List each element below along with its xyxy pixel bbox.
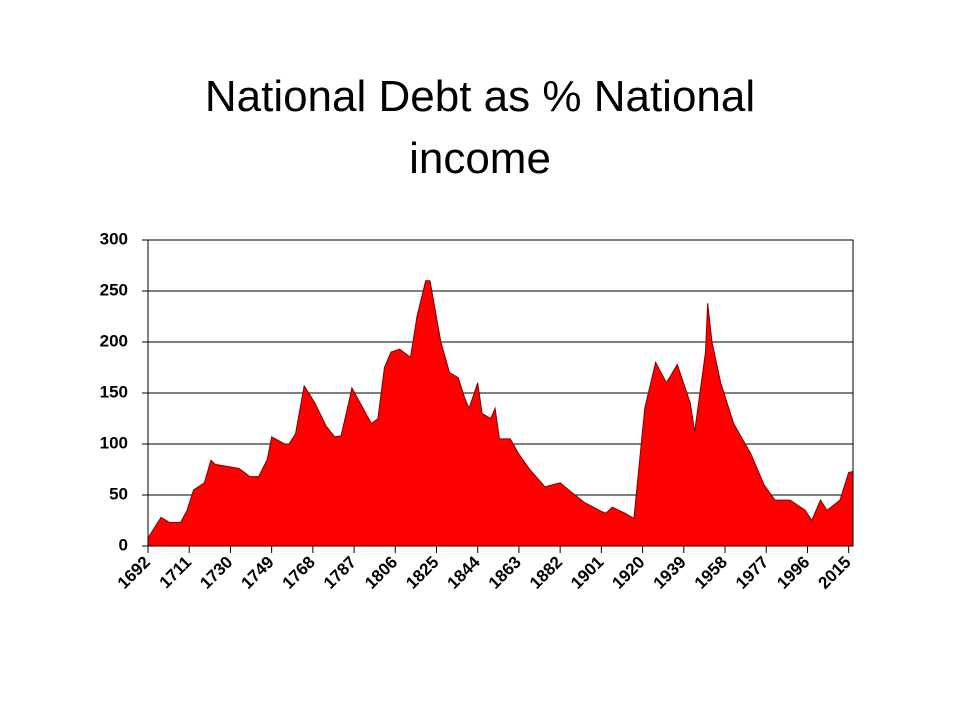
area-outline <box>147 280 854 539</box>
x-tick-label: 1863 <box>485 553 525 593</box>
x-tick-label: 1939 <box>650 553 690 593</box>
x-tick-label: 1825 <box>402 553 442 593</box>
y-tick-label: 250 <box>100 280 128 299</box>
x-tick-label: 1692 <box>114 553 154 593</box>
area <box>148 280 853 546</box>
x-tick-label: 1920 <box>608 553 648 593</box>
x-tick-label: 1768 <box>279 553 319 593</box>
x-tick-label: 1996 <box>773 553 813 593</box>
x-tick-label: 1806 <box>361 553 401 593</box>
x-tick-label: 1787 <box>320 553 360 593</box>
y-tick-label: 200 <box>100 331 128 350</box>
x-tick-label: 2015 <box>814 553 854 593</box>
plot-frame <box>147 239 854 547</box>
y-tick-label: 100 <box>100 433 128 452</box>
x-tick-label: 1958 <box>691 553 731 593</box>
y-tick-label: 50 <box>109 484 128 503</box>
x-tick-label: 1730 <box>196 553 236 593</box>
x-tick-label: 1882 <box>526 553 566 593</box>
x-tick-label: 1844 <box>444 552 485 593</box>
x-tick-label: 1711 <box>156 553 196 593</box>
x-tick-label: 1749 <box>237 553 277 593</box>
chart-title: National Debt as % National income <box>204 72 756 183</box>
x-tick-label: 1977 <box>732 553 772 593</box>
y-tick-label: 300 <box>100 229 128 248</box>
y-tick-label: 150 <box>100 382 128 401</box>
y-tick-label: 0 <box>119 535 128 554</box>
x-tick-label: 1901 <box>567 553 607 593</box>
